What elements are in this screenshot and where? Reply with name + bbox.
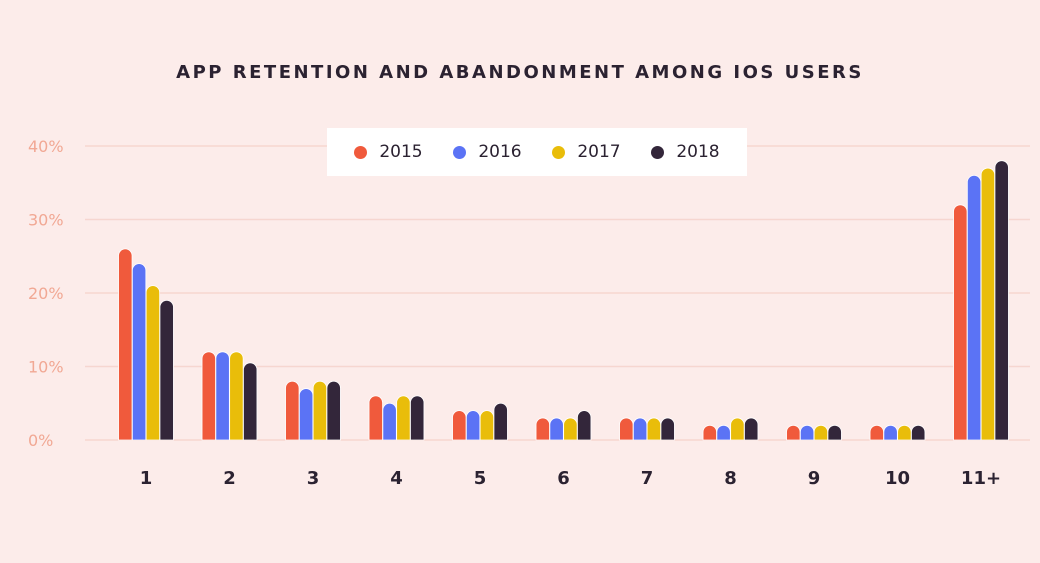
- bar-2017-11+: [980, 167, 996, 441]
- legend-item: 2018: [651, 142, 720, 162]
- bar-2016-2: [215, 351, 230, 441]
- y-tick-label: 40%: [28, 137, 64, 156]
- x-tick-label: 7: [641, 468, 654, 489]
- bar-2017-1: [145, 285, 161, 441]
- bar-2015-3: [285, 380, 300, 441]
- legend-swatch-icon: [552, 145, 566, 159]
- legend-swatch-icon: [453, 145, 467, 159]
- bar-2016-11+: [966, 175, 982, 441]
- bar-2017-3: [312, 380, 328, 441]
- legend-label: 2017: [577, 142, 621, 162]
- legend-label: 2015: [379, 142, 423, 162]
- bar-2018-9: [827, 424, 842, 441]
- bar-2018-6: [577, 410, 592, 441]
- bar-2016-4: [382, 402, 397, 441]
- legend-item: 2016: [453, 142, 522, 162]
- x-tick-label: 5: [474, 468, 487, 489]
- bar-2015-11+: [953, 204, 968, 441]
- bar-2015-6: [535, 417, 550, 441]
- bar-2017-2: [229, 351, 244, 441]
- bar-2018-7: [660, 417, 675, 441]
- x-tick-label: 9: [808, 468, 821, 489]
- y-tick-label: 10%: [28, 358, 64, 377]
- bar-2016-9: [799, 424, 815, 441]
- legend-item: 2017: [552, 142, 621, 162]
- bar-2016-8: [716, 424, 731, 441]
- legend-swatch-icon: [354, 145, 368, 159]
- bar-2017-6: [563, 417, 578, 441]
- legend-label: 2018: [676, 142, 720, 162]
- bar-2015-5: [452, 410, 467, 441]
- bar-2017-8: [730, 417, 745, 441]
- chart-title: APP RETENTION AND ABANDONMENT AMONG IOS …: [176, 62, 864, 83]
- legend-swatch-icon: [651, 145, 665, 159]
- bar-2017-10: [897, 424, 912, 441]
- bar-2016-7: [632, 417, 648, 441]
- bar-2015-7: [619, 417, 634, 441]
- bar-2015-8: [702, 424, 717, 441]
- bar-2018-2: [243, 362, 258, 441]
- x-tick-label: 2: [223, 468, 236, 489]
- bar-2017-5: [479, 410, 495, 441]
- bar-2018-3: [326, 380, 341, 441]
- x-tick-label: 11+: [961, 468, 1001, 489]
- bar-2018-10: [911, 424, 926, 441]
- bar-2018-5: [493, 402, 508, 441]
- x-tick-label: 4: [390, 468, 403, 489]
- legend-label: 2016: [478, 142, 522, 162]
- legend-item: 2015: [354, 142, 423, 162]
- bar-2017-4: [396, 395, 411, 441]
- bar-2017-7: [646, 417, 662, 441]
- bar-2018-11+: [994, 160, 1009, 441]
- bar-2016-5: [465, 410, 481, 441]
- x-tick-label: 8: [724, 468, 737, 489]
- bar-2017-9: [813, 424, 829, 441]
- bar-2015-9: [786, 424, 801, 441]
- bar-2018-4: [410, 395, 425, 441]
- x-tick-label: 3: [307, 468, 320, 489]
- bar-2016-10: [883, 424, 898, 441]
- x-tick-label: 1: [140, 468, 153, 489]
- bar-2016-3: [298, 388, 314, 441]
- bar-2018-1: [159, 299, 174, 441]
- bar-2015-1: [118, 248, 133, 441]
- bar-2016-1: [131, 263, 147, 441]
- bar-2016-6: [549, 417, 564, 441]
- legend: 2015 2016 2017 2018: [327, 128, 747, 176]
- bar-2018-8: [744, 417, 759, 441]
- bar-2015-4: [368, 395, 383, 441]
- x-tick-label: 10: [885, 468, 910, 489]
- y-tick-label: 0%: [28, 431, 53, 450]
- y-tick-label: 30%: [28, 211, 64, 230]
- y-tick-label: 20%: [28, 284, 64, 303]
- bar-2015-2: [201, 351, 216, 441]
- x-tick-label: 6: [557, 468, 570, 489]
- bar-2015-10: [869, 424, 884, 441]
